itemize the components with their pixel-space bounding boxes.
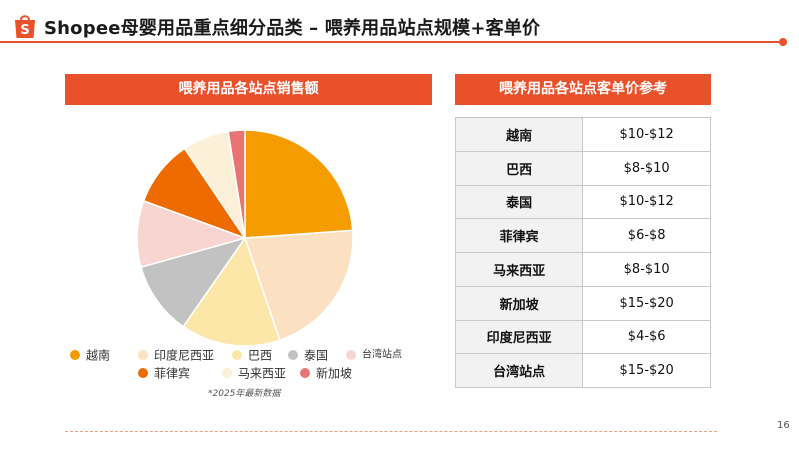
header-divider <box>0 41 783 43</box>
site-cell: 马来西亚 <box>454 252 584 287</box>
chart-title-banner: 喂养用品各站点销售额 <box>65 74 432 105</box>
site-cell: 印度尼西亚 <box>454 319 584 355</box>
pie-slice <box>244 129 354 239</box>
price-cell: $4-$6 <box>582 319 711 355</box>
table-row: 马来西亚 $8-$10 <box>454 252 711 287</box>
price-cell: $15-$20 <box>582 285 711 321</box>
logo-letter: S <box>20 23 29 38</box>
legend-swatch <box>70 349 80 360</box>
price-cell: $8-$10 <box>582 150 711 186</box>
site-cell: 泰国 <box>454 184 584 220</box>
site-cell: 新加坡 <box>454 285 584 321</box>
legend-row: 越南 印度尼西亚 巴西 泰国 台湾站点 <box>70 346 440 364</box>
site-cell: 台湾站点 <box>454 353 584 388</box>
table-row: 新加坡 $15-$20 <box>454 285 711 321</box>
legend-swatch <box>138 349 148 360</box>
table-row: 台湾站点 $15-$20 <box>454 353 711 388</box>
footer-divider <box>65 431 717 432</box>
price-table: 越南 $10-$12 巴西 $8-$10 泰国 $10-$12 菲律宾 $6-$8 马来西亚 $8… <box>454 117 711 388</box>
legend-swatch <box>300 367 310 378</box>
legend-item: 越南 <box>70 346 110 364</box>
price-cell: $6-$8 <box>582 218 711 253</box>
site-cell: 菲律宾 <box>454 218 584 253</box>
price-cell: $10-$12 <box>582 184 711 220</box>
legend-label: 巴西 <box>248 348 273 363</box>
legend-label: 马来西亚 <box>238 366 287 381</box>
legend-item: 台湾站点 <box>346 346 402 364</box>
site-cell: 巴西 <box>454 150 584 186</box>
legend-item: 巴西 <box>232 346 272 364</box>
page-title: Shopee母婴用品重点细分品类 – 喂养用品站点规模+客单价 <box>44 18 541 39</box>
page-number: 16 <box>777 420 790 431</box>
legend-item: 印度尼西亚 <box>138 346 214 364</box>
legend-item: 马来西亚 <box>222 364 286 382</box>
legend-label: 印度尼西亚 <box>154 348 215 363</box>
slide-header: S Shopee母婴用品重点细分品类 – 喂养用品站点规模+客单价 <box>0 0 799 46</box>
pie-slice <box>182 236 281 347</box>
table-row: 菲律宾 $6-$8 <box>454 218 711 253</box>
legend-item: 菲律宾 <box>138 364 190 382</box>
price-cell: $8-$10 <box>582 252 711 287</box>
legend-row: 菲律宾 马来西亚 新加坡 <box>70 364 440 382</box>
data-note: *2025年最新数据 <box>208 389 281 399</box>
legend-swatch <box>288 349 298 360</box>
price-cell: $15-$20 <box>582 353 711 388</box>
legend-swatch <box>138 367 148 378</box>
site-cell: 越南 <box>454 117 584 152</box>
pie-slice <box>243 229 354 342</box>
legend-label: 新加坡 <box>316 366 353 381</box>
shopee-bag-icon: S <box>15 15 35 38</box>
table-row: 巴西 $8-$10 <box>454 150 711 186</box>
legend-label: 台湾站点 <box>362 349 402 361</box>
table-row: 印度尼西亚 $4-$6 <box>454 319 711 355</box>
legend-swatch <box>346 349 356 360</box>
price-cell: $10-$12 <box>582 117 711 152</box>
legend-item: 泰国 <box>288 346 328 364</box>
legend-item: 新加坡 <box>300 364 352 382</box>
legend-label: 菲律宾 <box>154 366 191 381</box>
table-row: 泰国 $10-$12 <box>454 184 711 220</box>
legend-swatch <box>232 349 242 360</box>
header-divider-dot <box>779 38 787 46</box>
pie-slice <box>227 129 246 239</box>
legend-swatch <box>222 367 232 378</box>
table-title-banner: 喂养用品各站点客单价参考 <box>455 74 711 105</box>
legend-label: 越南 <box>86 348 111 363</box>
table-row: 越南 $10-$12 <box>454 117 711 152</box>
sales-pie-chart <box>136 129 354 347</box>
legend-label: 泰国 <box>304 348 329 363</box>
